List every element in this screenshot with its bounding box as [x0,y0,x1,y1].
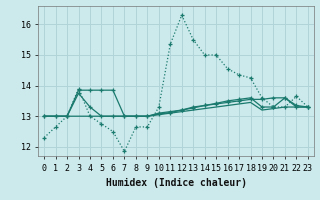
X-axis label: Humidex (Indice chaleur): Humidex (Indice chaleur) [106,178,246,188]
